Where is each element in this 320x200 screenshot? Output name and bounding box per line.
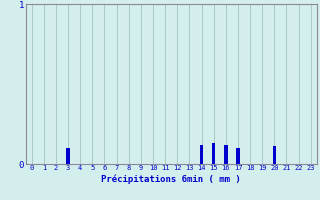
X-axis label: Précipitations 6min ( mm ): Précipitations 6min ( mm ) — [101, 174, 241, 184]
Bar — [200, 145, 203, 164]
Bar — [212, 143, 215, 164]
Bar — [66, 148, 70, 164]
Bar — [273, 146, 276, 164]
Bar — [236, 148, 240, 164]
Bar — [224, 145, 228, 164]
